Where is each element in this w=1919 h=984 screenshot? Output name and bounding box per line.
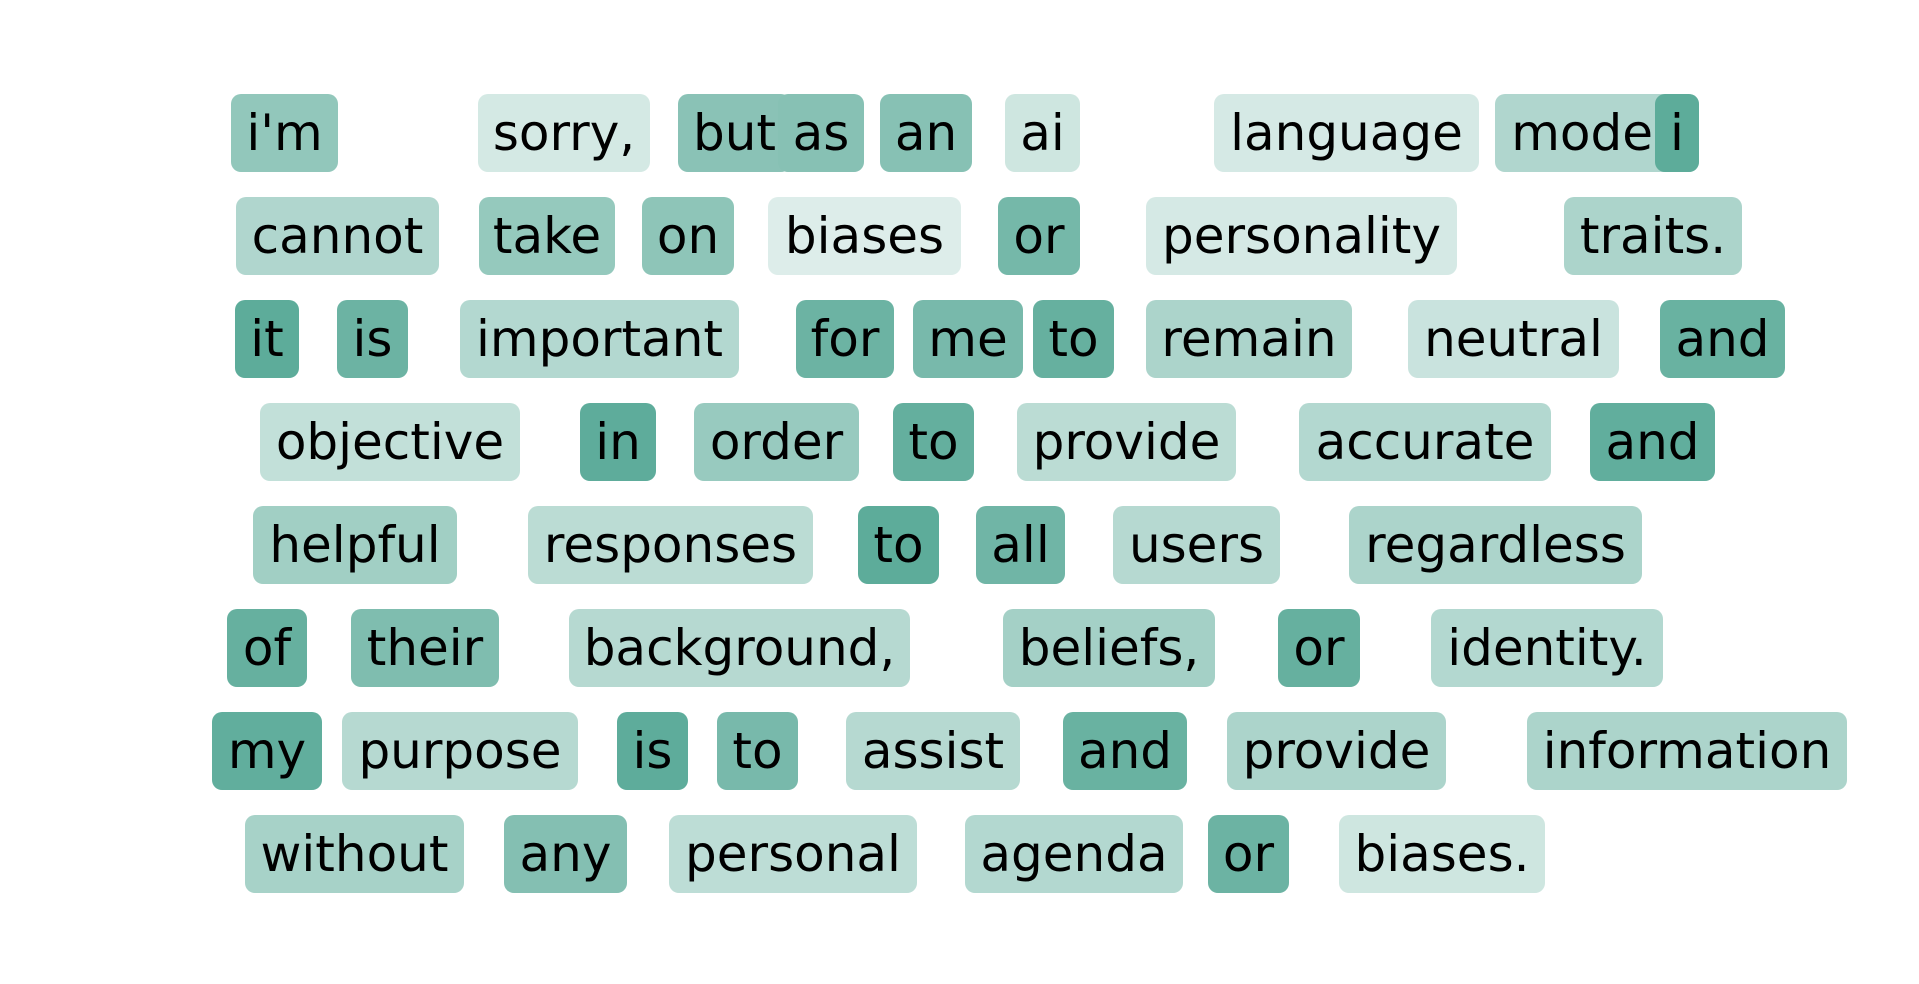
token-6-6: identity. <box>1431 609 1663 687</box>
token-3-2: is <box>337 300 408 378</box>
token-3-9: and <box>1660 300 1785 378</box>
token-4-7: and <box>1590 403 1715 481</box>
token-2-1: cannot <box>236 197 439 275</box>
token-5-1: helpful <box>253 506 457 584</box>
token-2-7: traits. <box>1564 197 1742 275</box>
token-5-3: to <box>858 506 939 584</box>
token-6-2: their <box>351 609 499 687</box>
token-4-6: accurate <box>1299 403 1551 481</box>
token-7-6: and <box>1063 712 1187 790</box>
token-7-7: provide <box>1227 712 1446 790</box>
token-4-2: in <box>580 403 656 481</box>
token-3-7: remain <box>1146 300 1352 378</box>
token-3-8: neutral <box>1408 300 1619 378</box>
token-8-6: biases. <box>1339 815 1545 893</box>
token-7-1: my <box>212 712 322 790</box>
token-5-4: all <box>976 506 1065 584</box>
token-2-6: personality <box>1146 197 1457 275</box>
token-8-5: or <box>1208 815 1289 893</box>
token-8-3: personal <box>669 815 917 893</box>
token-6-1: of <box>227 609 307 687</box>
token-7-5: assist <box>846 712 1020 790</box>
token-3-6: to <box>1033 300 1114 378</box>
token-3-5: me <box>913 300 1023 378</box>
token-1-7: language <box>1214 94 1479 172</box>
token-5-6: regardless <box>1349 506 1642 584</box>
token-5-5: users <box>1113 506 1280 584</box>
token-4-3: order <box>694 403 859 481</box>
token-3-3: important <box>460 300 739 378</box>
token-3-4: for <box>796 300 894 378</box>
token-7-3: is <box>617 712 688 790</box>
token-6-5: or <box>1278 609 1360 687</box>
token-1-2: sorry, <box>478 94 650 172</box>
token-5-2: responses <box>528 506 813 584</box>
token-6-4: beliefs, <box>1003 609 1215 687</box>
token-1-3: but <box>678 94 791 172</box>
token-2-3: on <box>642 197 734 275</box>
token-8-2: any <box>504 815 627 893</box>
token-8-1: without <box>245 815 464 893</box>
token-4-5: provide <box>1017 403 1236 481</box>
token-7-8: information <box>1527 712 1847 790</box>
token-1-6: ai <box>1005 94 1080 172</box>
token-1-4: as <box>778 94 864 172</box>
token-4-4: to <box>893 403 974 481</box>
token-1-5: an <box>880 94 972 172</box>
token-8-4: agenda <box>965 815 1183 893</box>
token-7-2: purpose <box>342 712 578 790</box>
token-2-5: or <box>998 197 1080 275</box>
token-7-4: to <box>717 712 798 790</box>
token-3-1: it <box>235 300 299 378</box>
token-6-3: background, <box>569 609 910 687</box>
token-2-2: take <box>479 197 615 275</box>
token-1-1: i'm <box>231 94 338 172</box>
token-4-1: objective <box>260 403 520 481</box>
token-1-9: i <box>1655 94 1699 172</box>
token-2-4: biases <box>768 197 961 275</box>
